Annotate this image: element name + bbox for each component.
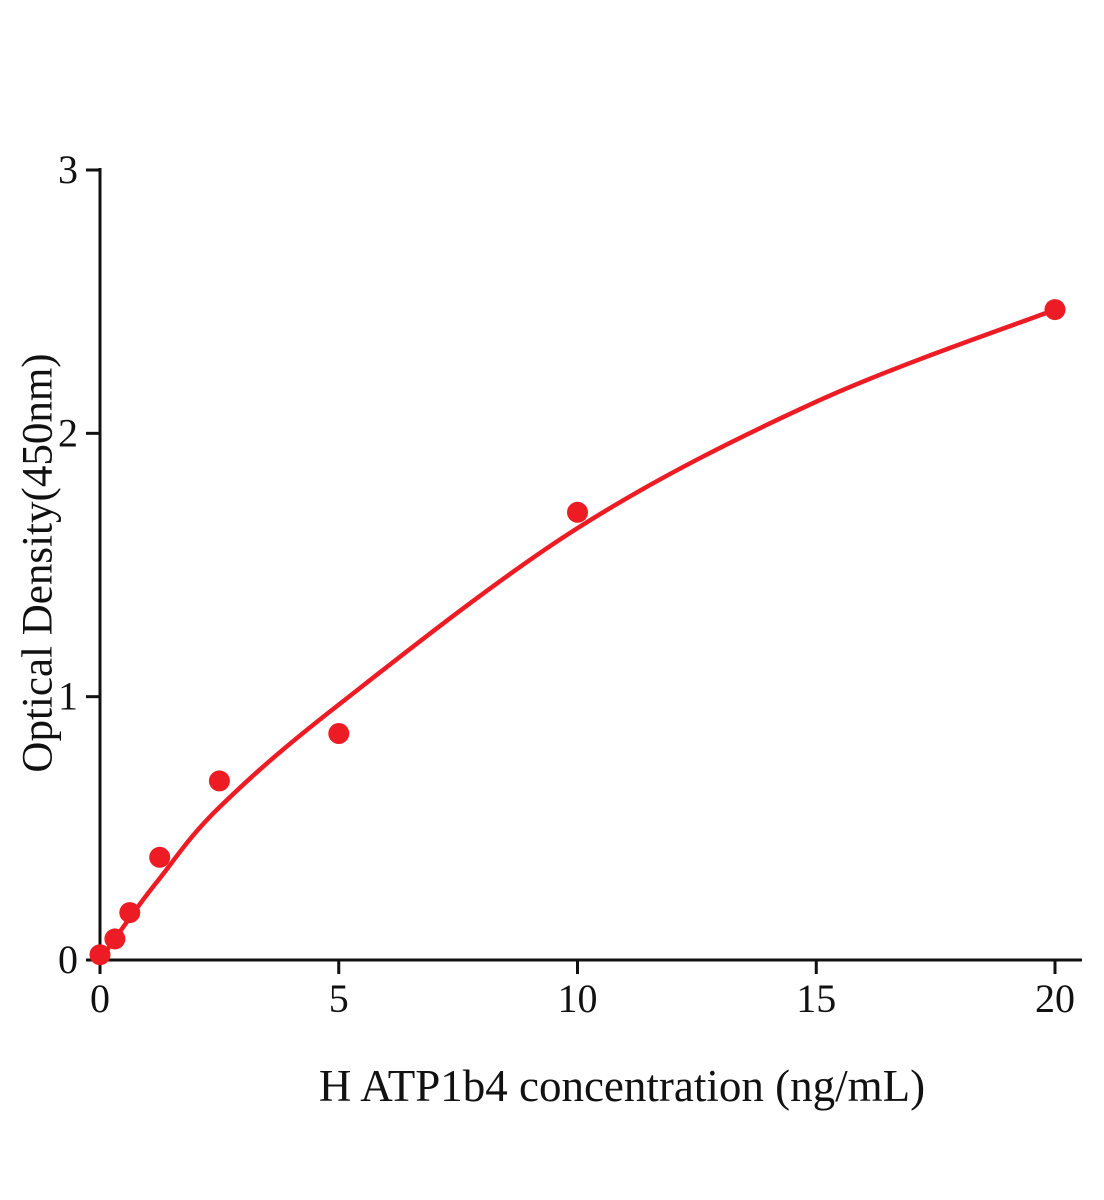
y-tick-label: 2 xyxy=(58,410,78,455)
y-axis-title: Optical Density(450nm) xyxy=(14,353,62,773)
x-axis-title: H ATP1b4 concentration (ng/mL) xyxy=(318,1061,926,1111)
y-tick-label: 0 xyxy=(58,937,78,982)
x-tick-label: 20 xyxy=(1035,976,1075,1021)
x-tick-label: 5 xyxy=(329,976,349,1021)
x-tick-label: 0 xyxy=(90,976,110,1021)
data-point xyxy=(104,928,126,950)
data-point xyxy=(567,501,588,523)
x-tick-label: 15 xyxy=(796,976,836,1021)
data-point xyxy=(119,902,141,924)
x-tick-label: 10 xyxy=(558,976,598,1021)
y-tick-label: 3 xyxy=(58,147,78,192)
fitted-standard-curve xyxy=(97,307,1058,963)
data-point xyxy=(328,723,350,744)
data-point xyxy=(1044,299,1066,321)
data-point xyxy=(89,944,111,966)
y-tick-label: 1 xyxy=(58,674,78,719)
data-point xyxy=(149,846,171,868)
data-point xyxy=(208,770,230,792)
